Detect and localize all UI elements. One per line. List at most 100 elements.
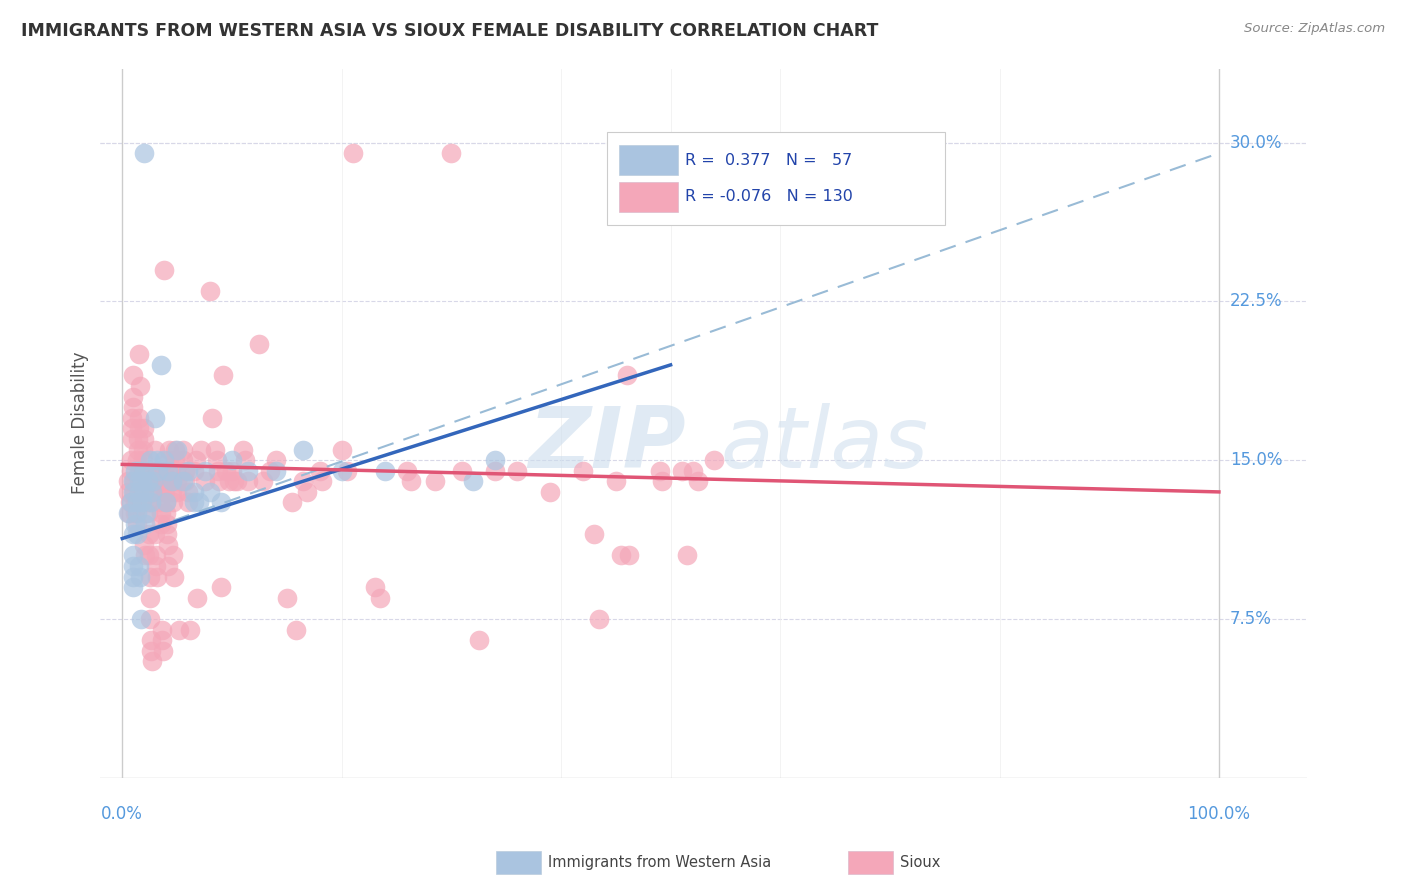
Point — [138, 591, 160, 605]
Point — [281, 495, 304, 509]
Point — [342, 146, 364, 161]
Point — [238, 475, 260, 489]
Point — [264, 464, 287, 478]
Point — [233, 453, 256, 467]
Point — [139, 495, 162, 509]
Point — [131, 475, 153, 489]
Point — [252, 475, 274, 489]
Point — [128, 379, 150, 393]
Point — [125, 516, 148, 531]
Text: 15.0%: 15.0% — [1230, 451, 1282, 469]
Point — [121, 432, 143, 446]
Point — [276, 591, 298, 605]
Point — [148, 475, 170, 489]
Point — [143, 442, 166, 457]
Point — [148, 464, 170, 478]
Point — [610, 549, 633, 563]
Point — [172, 475, 194, 489]
Point — [153, 475, 176, 489]
Point — [136, 506, 159, 520]
Text: 22.5%: 22.5% — [1230, 293, 1282, 310]
Point — [207, 464, 229, 478]
Point — [146, 569, 169, 583]
Text: 0.0%: 0.0% — [101, 805, 143, 823]
Point — [221, 464, 243, 478]
Point — [295, 484, 318, 499]
Point — [129, 495, 152, 509]
Point — [153, 484, 176, 499]
Point — [148, 464, 170, 478]
Point — [121, 410, 143, 425]
Point — [193, 475, 215, 489]
Text: Immigrants from Western Asia: Immigrants from Western Asia — [548, 855, 772, 870]
Point — [125, 495, 148, 509]
Point — [122, 569, 145, 583]
Point — [149, 506, 172, 520]
Point — [212, 368, 235, 383]
Point — [177, 484, 200, 499]
Point — [138, 569, 160, 583]
Point — [117, 475, 139, 489]
Point — [127, 442, 149, 457]
Point — [128, 569, 150, 583]
Text: atlas: atlas — [720, 403, 928, 486]
Point — [132, 453, 155, 467]
Point — [134, 464, 156, 478]
Point — [122, 368, 145, 383]
Point — [117, 484, 139, 499]
Point — [183, 464, 205, 478]
Point — [311, 475, 333, 489]
Point — [157, 559, 180, 574]
Point — [157, 464, 180, 478]
Point — [166, 442, 188, 457]
Point — [165, 464, 187, 478]
Point — [605, 475, 627, 489]
Point — [193, 464, 215, 478]
Point — [163, 442, 186, 457]
Point — [215, 464, 238, 478]
Point — [135, 475, 157, 489]
Point — [159, 464, 181, 478]
Point — [484, 464, 506, 478]
Point — [143, 464, 166, 478]
Point — [204, 442, 226, 457]
Point — [159, 442, 181, 457]
Point — [179, 623, 201, 637]
Point — [125, 527, 148, 541]
Point — [292, 442, 315, 457]
Point — [138, 612, 160, 626]
FancyBboxPatch shape — [619, 182, 678, 211]
Text: ZIP: ZIP — [529, 403, 686, 486]
Point — [118, 495, 141, 509]
Point — [226, 475, 249, 489]
Text: 7.5%: 7.5% — [1230, 610, 1272, 628]
Point — [139, 643, 162, 657]
Point — [292, 475, 315, 489]
Point — [143, 527, 166, 541]
Point — [188, 495, 211, 509]
Point — [163, 453, 186, 467]
Point — [122, 475, 145, 489]
Point — [238, 464, 260, 478]
Point — [122, 401, 145, 415]
Point — [183, 484, 205, 499]
Point — [218, 475, 240, 489]
Point — [138, 527, 160, 541]
Point — [572, 464, 595, 478]
Point — [208, 475, 231, 489]
Point — [396, 464, 419, 478]
Point — [368, 591, 391, 605]
Point — [146, 453, 169, 467]
Point — [134, 432, 156, 446]
Point — [616, 368, 638, 383]
Point — [330, 464, 353, 478]
Point — [186, 591, 208, 605]
Text: R = -0.076   N = 130: R = -0.076 N = 130 — [685, 189, 853, 204]
Point — [131, 464, 153, 478]
Point — [160, 484, 183, 499]
Point — [156, 516, 179, 531]
Point — [125, 453, 148, 467]
Point — [148, 495, 170, 509]
Point — [166, 484, 188, 499]
Point — [128, 484, 150, 499]
